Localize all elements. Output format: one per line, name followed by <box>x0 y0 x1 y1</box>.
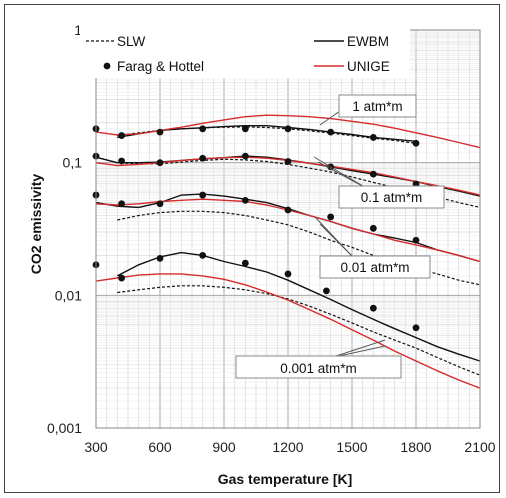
x-tick-label: 1500 <box>336 439 367 455</box>
x-tick-label: 1800 <box>400 439 431 455</box>
x-axis-title: Gas temperature [K] <box>218 471 353 487</box>
legend-label-farag-hottel: Farag & Hottel <box>117 59 204 74</box>
x-tick-label: 300 <box>84 439 108 455</box>
annotation-label: 0.01 atm*m <box>340 260 409 275</box>
annotation-0-01-atm-m: 0.01 atm*m <box>314 216 431 279</box>
y-tick-label: 0,1 <box>63 155 83 171</box>
y-axis-title: CO2 emissivity <box>28 174 44 275</box>
x-tick-label: 900 <box>212 439 236 455</box>
marker-farag-hottel-0-1-atm-m-5 <box>284 158 292 165</box>
marker-farag-hottel-0-01-atm-m-4 <box>241 196 249 204</box>
annotation-0-1-atm-m: 0.1 atm*m <box>313 156 445 209</box>
annotation-leader <box>319 110 341 126</box>
marker-farag-hottel-0-001-atm-m-4 <box>241 259 249 267</box>
marker-farag-hottel-0-1-atm-m-1 <box>118 157 125 165</box>
marker-farag-hottel-1-atm-m-6 <box>327 128 335 136</box>
marker-farag-hottel-0-01-atm-m-2 <box>156 200 164 208</box>
annotation-box <box>235 355 402 379</box>
annotation-leader <box>314 216 353 257</box>
annotation-leader <box>329 339 386 359</box>
series-line-unige-0-001-atm-m <box>95 273 481 389</box>
marker-farag-hottel-0-001-atm-m-5 <box>284 270 292 278</box>
legend-label-slw: SLW <box>117 34 146 49</box>
annotation-box <box>338 94 417 118</box>
legend-swatch-farag-hottel <box>103 62 111 70</box>
marker-farag-hottel-0-1-atm-m-3 <box>199 154 207 162</box>
marker-farag-hottel-0-001-atm-m-3 <box>199 251 207 259</box>
annotation-box <box>319 255 431 279</box>
annotation-leader <box>313 156 369 190</box>
x-tick-labels: 300 600 900 1200 1500 1800 2100 <box>84 439 495 455</box>
series-line-slw-0-001-atm-m <box>117 285 481 376</box>
legend-background <box>80 28 410 78</box>
marker-farag-hottel-1-atm-m-3 <box>199 125 207 133</box>
x-tick-label: 2100 <box>464 439 495 455</box>
marker-layer <box>92 125 420 332</box>
series-line-ewbm-0-001-atm-m <box>116 251 481 362</box>
marker-farag-hottel-0-01-atm-m-3 <box>199 191 207 199</box>
y-tick-labels: 0,001 0,01 0,1 1 <box>47 22 82 436</box>
y-tick-label: 0,001 <box>47 420 82 436</box>
annotation-label: 0.1 atm*m <box>361 190 423 205</box>
marker-farag-hottel-0-01-atm-m-5 <box>284 206 292 214</box>
marker-farag-hottel-0-001-atm-m-7 <box>369 304 377 312</box>
marker-farag-hottel-1-atm-m-1 <box>118 132 125 139</box>
y-tick-label: 0,01 <box>55 287 82 303</box>
marker-farag-hottel-0-001-atm-m-6 <box>323 287 330 295</box>
marker-farag-hottel-1-atm-m-5 <box>284 125 292 133</box>
annotation-label: 0.001 atm*m <box>280 361 357 376</box>
marker-farag-hottel-0-1-atm-m-4 <box>241 152 249 160</box>
marker-farag-hottel-1-atm-m-2 <box>156 128 164 136</box>
annotation-label: 1 atm*m <box>352 99 402 114</box>
annotation-0-001-atm-m: 0.001 atm*m <box>235 339 402 379</box>
marker-farag-hottel-0-01-atm-m-6 <box>327 213 335 221</box>
legend-label-unige: UNIGE <box>347 59 390 74</box>
legend: SLW EWBM Farag & Hottel UNIGE <box>80 28 410 78</box>
marker-farag-hottel-0-01-atm-m-8 <box>412 236 420 244</box>
marker-farag-hottel-1-atm-m-8 <box>412 139 420 147</box>
marker-farag-hottel-0-01-atm-m-1 <box>118 200 125 208</box>
x-tick-label: 1200 <box>272 439 303 455</box>
marker-farag-hottel-1-atm-m-4 <box>241 125 249 133</box>
legend-label-ewbm: EWBM <box>347 34 389 49</box>
marker-farag-hottel-0-001-atm-m-2 <box>156 254 164 262</box>
marker-farag-hottel-0-01-atm-m-7 <box>369 224 377 232</box>
marker-farag-hottel-0-001-atm-m-8 <box>412 324 420 332</box>
marker-farag-hottel-0-001-atm-m-1 <box>118 274 125 282</box>
x-tick-label: 600 <box>148 439 172 455</box>
marker-farag-hottel-0-1-atm-m-2 <box>156 159 164 167</box>
marker-farag-hottel-1-atm-m-7 <box>369 134 377 141</box>
y-tick-label: 1 <box>74 22 82 38</box>
annotation-1-atm-m: 1 atm*m <box>319 94 417 126</box>
marker-farag-hottel-0-1-atm-m-7 <box>369 170 377 178</box>
annotation-box <box>338 185 445 209</box>
